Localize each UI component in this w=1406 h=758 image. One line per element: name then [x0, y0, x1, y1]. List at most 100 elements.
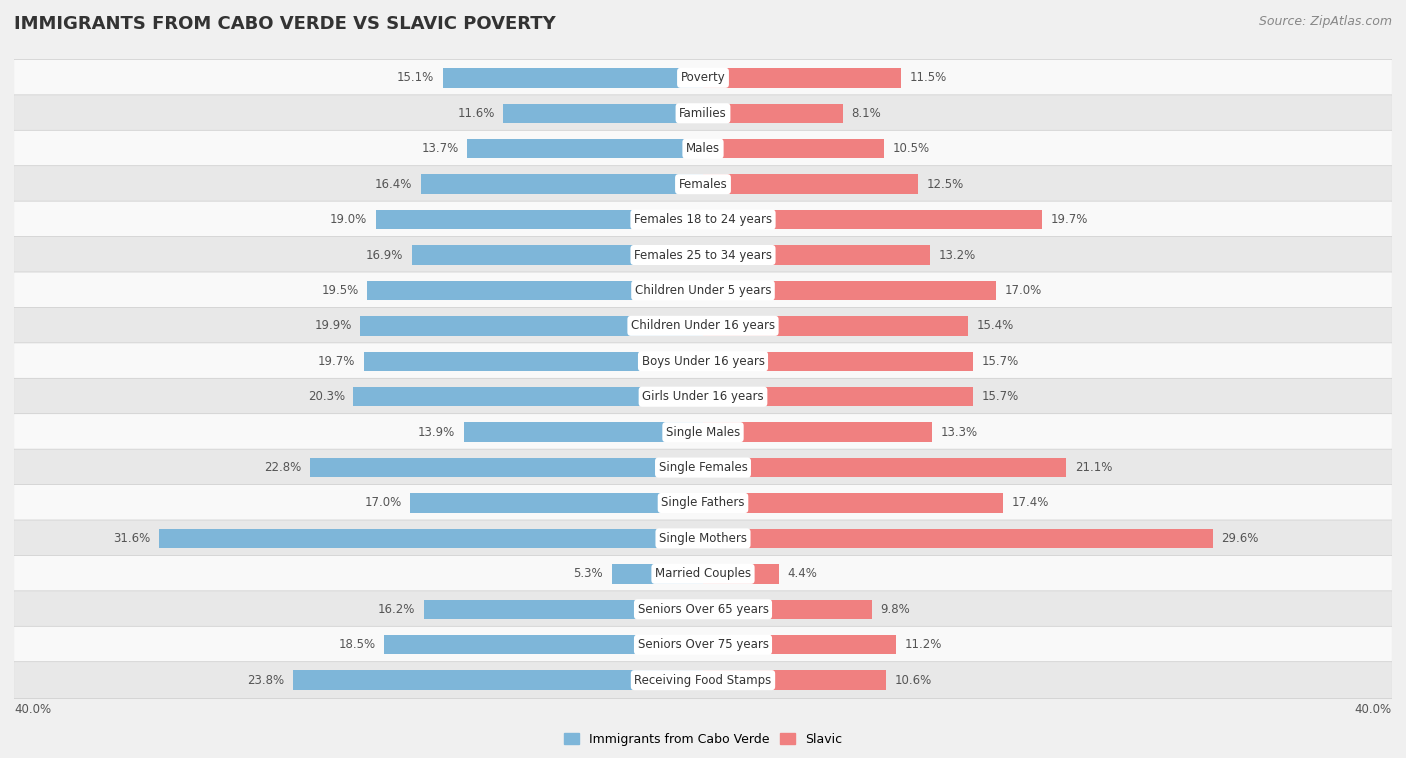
Bar	[703, 458, 1066, 478]
Bar	[703, 564, 779, 584]
Text: 8.1%: 8.1%	[851, 107, 882, 120]
Text: 18.5%: 18.5%	[339, 638, 375, 651]
Text: IMMIGRANTS FROM CABO VERDE VS SLAVIC POVERTY: IMMIGRANTS FROM CABO VERDE VS SLAVIC POV…	[14, 15, 555, 33]
Text: 16.9%: 16.9%	[366, 249, 404, 262]
Text: 15.7%: 15.7%	[981, 390, 1019, 403]
Text: 16.2%: 16.2%	[378, 603, 415, 615]
Bar	[353, 387, 703, 406]
Text: 5.3%: 5.3%	[574, 567, 603, 581]
Bar	[467, 139, 703, 158]
Bar	[703, 528, 1213, 548]
Bar	[703, 316, 969, 336]
Text: 17.0%: 17.0%	[364, 496, 402, 509]
Text: 13.3%: 13.3%	[941, 426, 977, 439]
Bar	[703, 68, 901, 88]
FancyBboxPatch shape	[14, 343, 1392, 380]
Bar	[703, 493, 1002, 512]
Text: 10.5%: 10.5%	[893, 143, 929, 155]
Text: Children Under 16 years: Children Under 16 years	[631, 319, 775, 332]
Text: 13.2%: 13.2%	[939, 249, 976, 262]
Text: Males: Males	[686, 143, 720, 155]
Text: 40.0%: 40.0%	[14, 703, 51, 716]
FancyBboxPatch shape	[14, 236, 1392, 274]
Text: 12.5%: 12.5%	[927, 177, 965, 191]
Bar	[703, 104, 842, 123]
Bar	[612, 564, 703, 584]
Text: 19.7%: 19.7%	[318, 355, 356, 368]
Text: 19.9%: 19.9%	[315, 319, 352, 332]
Bar	[703, 387, 973, 406]
Text: 19.5%: 19.5%	[322, 284, 359, 297]
Text: 13.7%: 13.7%	[422, 143, 458, 155]
Bar	[703, 635, 896, 654]
Bar	[703, 280, 995, 300]
Text: 17.4%: 17.4%	[1011, 496, 1049, 509]
Bar	[420, 174, 703, 194]
Bar	[411, 493, 703, 512]
Text: 11.2%: 11.2%	[904, 638, 942, 651]
Text: 31.6%: 31.6%	[112, 532, 150, 545]
Text: Children Under 5 years: Children Under 5 years	[634, 284, 772, 297]
Bar	[503, 104, 703, 123]
Bar	[703, 422, 932, 442]
FancyBboxPatch shape	[14, 484, 1392, 522]
FancyBboxPatch shape	[14, 520, 1392, 557]
Bar	[364, 352, 703, 371]
FancyBboxPatch shape	[14, 308, 1392, 344]
FancyBboxPatch shape	[14, 414, 1392, 450]
Bar	[292, 670, 703, 690]
Text: 10.6%: 10.6%	[894, 674, 931, 687]
Legend: Immigrants from Cabo Verde, Slavic: Immigrants from Cabo Verde, Slavic	[560, 728, 846, 751]
Text: Poverty: Poverty	[681, 71, 725, 84]
Bar	[703, 670, 886, 690]
Bar	[360, 316, 703, 336]
Text: 21.1%: 21.1%	[1076, 461, 1112, 474]
Text: 40.0%: 40.0%	[1355, 703, 1392, 716]
Bar	[703, 139, 884, 158]
Text: 15.1%: 15.1%	[396, 71, 434, 84]
FancyBboxPatch shape	[14, 591, 1392, 628]
Bar	[464, 422, 703, 442]
FancyBboxPatch shape	[14, 626, 1392, 663]
Text: 4.4%: 4.4%	[787, 567, 817, 581]
FancyBboxPatch shape	[14, 378, 1392, 415]
FancyBboxPatch shape	[14, 272, 1392, 309]
Text: 13.9%: 13.9%	[418, 426, 456, 439]
Text: 9.8%: 9.8%	[880, 603, 910, 615]
Text: 15.7%: 15.7%	[981, 355, 1019, 368]
Text: Females 25 to 34 years: Females 25 to 34 years	[634, 249, 772, 262]
Bar	[703, 600, 872, 619]
Text: Receiving Food Stamps: Receiving Food Stamps	[634, 674, 772, 687]
Text: 15.4%: 15.4%	[977, 319, 1014, 332]
FancyBboxPatch shape	[14, 59, 1392, 96]
Text: Single Females: Single Females	[658, 461, 748, 474]
FancyBboxPatch shape	[14, 556, 1392, 592]
Text: Females 18 to 24 years: Females 18 to 24 years	[634, 213, 772, 226]
Bar	[159, 528, 703, 548]
Text: 20.3%: 20.3%	[308, 390, 344, 403]
Text: Boys Under 16 years: Boys Under 16 years	[641, 355, 765, 368]
Bar	[703, 174, 918, 194]
Text: 29.6%: 29.6%	[1222, 532, 1258, 545]
Text: 19.7%: 19.7%	[1050, 213, 1088, 226]
FancyBboxPatch shape	[14, 662, 1392, 699]
Bar	[703, 352, 973, 371]
Bar	[412, 246, 703, 265]
Text: Girls Under 16 years: Girls Under 16 years	[643, 390, 763, 403]
Bar	[703, 210, 1042, 230]
Text: Seniors Over 65 years: Seniors Over 65 years	[637, 603, 769, 615]
FancyBboxPatch shape	[14, 95, 1392, 132]
Text: Families: Families	[679, 107, 727, 120]
Bar	[425, 600, 703, 619]
FancyBboxPatch shape	[14, 201, 1392, 238]
Text: 22.8%: 22.8%	[264, 461, 302, 474]
Text: 23.8%: 23.8%	[247, 674, 284, 687]
Text: Seniors Over 75 years: Seniors Over 75 years	[637, 638, 769, 651]
Bar	[703, 246, 931, 265]
Text: Source: ZipAtlas.com: Source: ZipAtlas.com	[1258, 15, 1392, 28]
FancyBboxPatch shape	[14, 130, 1392, 167]
Text: 17.0%: 17.0%	[1004, 284, 1042, 297]
Text: 16.4%: 16.4%	[374, 177, 412, 191]
Bar	[367, 280, 703, 300]
Text: 11.5%: 11.5%	[910, 71, 946, 84]
